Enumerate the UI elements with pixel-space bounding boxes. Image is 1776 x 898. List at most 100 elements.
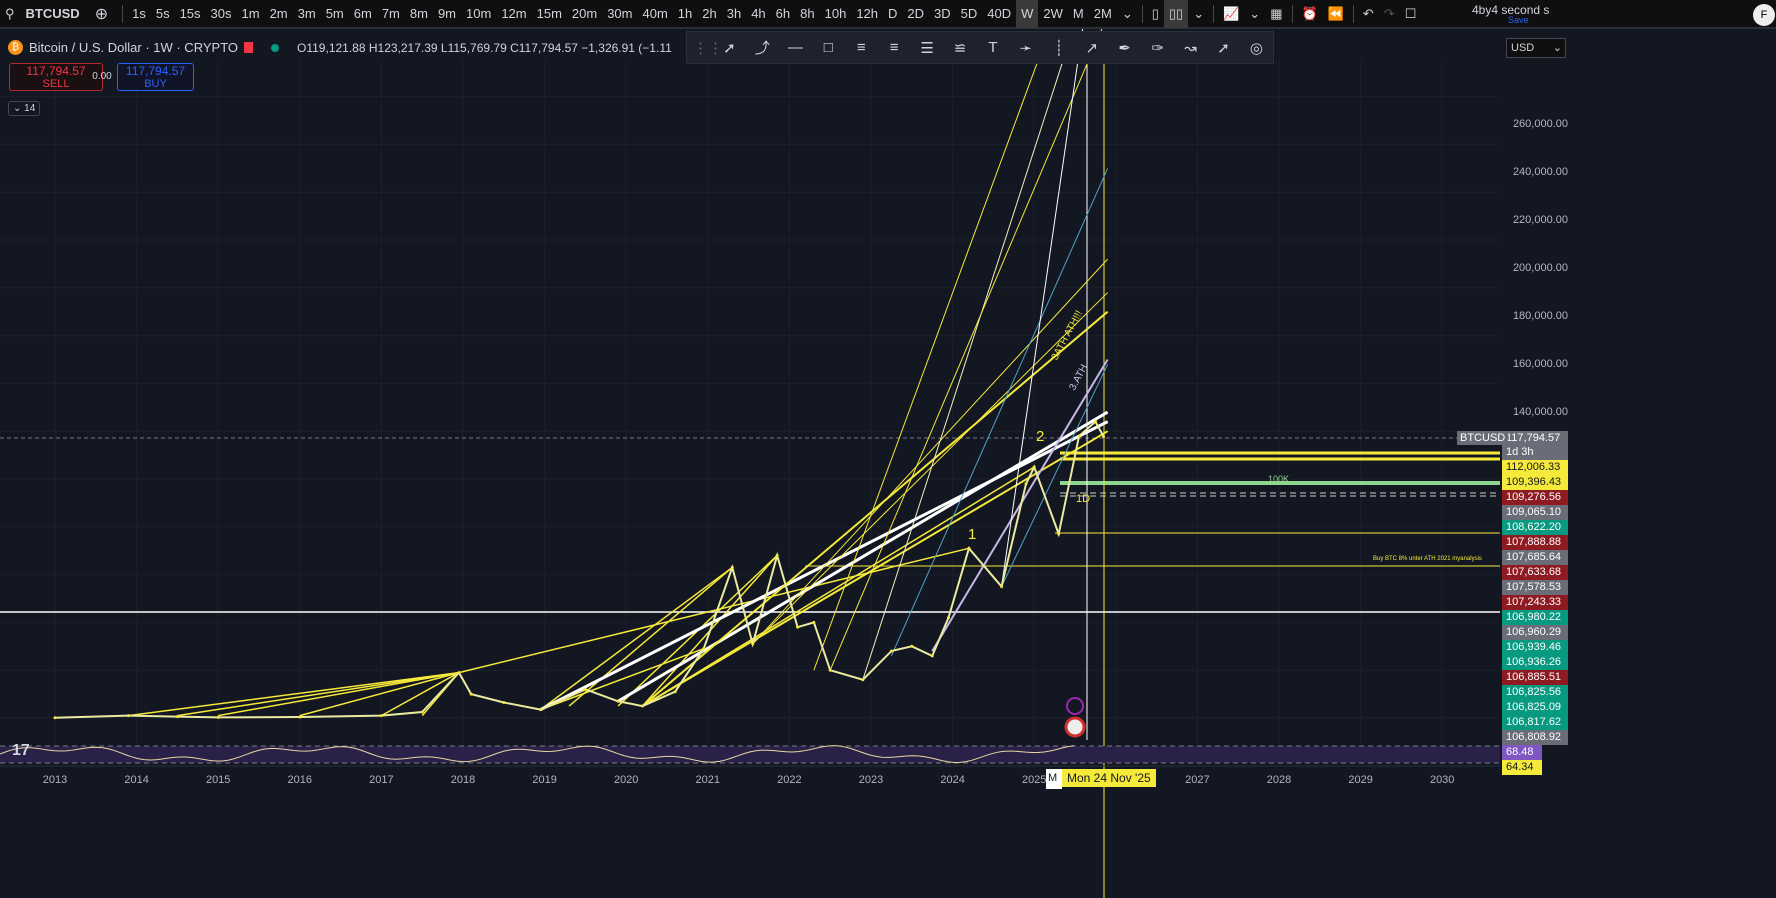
label-1d[interactable]: 1D: [1076, 493, 1091, 505]
interval-9m[interactable]: 9m: [437, 6, 457, 21]
price-tag[interactable]: 106,808.92: [1502, 730, 1568, 745]
polyline-icon[interactable]: ↝: [1184, 39, 1197, 57]
interval-2M[interactable]: 2M: [1093, 6, 1112, 21]
buy-note-label[interactable]: Buy BTC 8% unter ATH 2021 myanalysis: [1373, 556, 1482, 562]
price-tag[interactable]: 107,578.53: [1502, 580, 1568, 595]
price-chart[interactable]: [0, 0, 1500, 898]
price-tag[interactable]: 107,633.68: [1502, 565, 1568, 580]
chevron-down-icon[interactable]: ⌄: [1249, 5, 1261, 21]
interval-6m[interactable]: 6m: [353, 6, 372, 21]
settings-circle-icon[interactable]: ◎: [1249, 39, 1264, 57]
price-tag[interactable]: 107,243.33: [1502, 595, 1568, 610]
chevron-down-icon[interactable]: ⌄: [1121, 5, 1133, 21]
price-tag[interactable]: 106,825.09: [1502, 700, 1568, 715]
interval-30m[interactable]: 30m: [607, 6, 633, 21]
interval-40m[interactable]: 40m: [642, 6, 668, 21]
price-tag[interactable]: 109,396.43: [1502, 475, 1568, 490]
price-tag[interactable]: 108,622.20: [1502, 520, 1568, 535]
price-tag[interactable]: 106,825.56: [1502, 685, 1568, 700]
sell-button[interactable]: 117,794.57 SELL: [9, 63, 103, 91]
interval-40D[interactable]: 40D: [987, 6, 1012, 21]
layout-name[interactable]: 4by4 second s: [1472, 3, 1550, 17]
price-tag[interactable]: 107,685.64: [1502, 550, 1568, 565]
bar-style-icon[interactable]: ▯: [1151, 5, 1159, 21]
interval-1m[interactable]: 1m: [241, 6, 260, 21]
candle-style-icon[interactable]: ▯▯: [1163, 0, 1189, 28]
wave-label-2[interactable]: 2: [1036, 428, 1045, 445]
interval-5D[interactable]: 5D: [960, 6, 978, 21]
interval-M[interactable]: M: [1072, 6, 1084, 21]
interval-3D[interactable]: 3D: [934, 6, 951, 21]
interval-5s[interactable]: 5s: [155, 6, 170, 21]
interval-7m[interactable]: 7m: [381, 6, 400, 21]
price-axis[interactable]: 260,000.00 240,000.00 220,000.00 200,000.00…: [1457, 29, 1776, 898]
drag-handle-icon[interactable]: ⋮⋮: [693, 39, 723, 57]
price-tag[interactable]: 68.48: [1502, 745, 1542, 760]
rectangle-icon[interactable]: □: [823, 39, 833, 56]
interval-20m[interactable]: 20m: [571, 6, 598, 21]
horizontal-line-icon[interactable]: —: [787, 39, 803, 56]
avatar[interactable]: F: [1753, 4, 1775, 26]
alert-icon[interactable]: ⏰: [1301, 5, 1318, 21]
path-icon[interactable]: ➛: [1019, 39, 1033, 57]
layout-grid-icon[interactable]: ▦: [1270, 5, 1283, 21]
interval-10m[interactable]: 10m: [466, 6, 492, 21]
interval-D[interactable]: D: [888, 6, 898, 21]
interval-3m[interactable]: 3m: [297, 6, 316, 21]
interval-12m[interactable]: 12m: [501, 6, 527, 21]
regression-icon[interactable]: ≡: [889, 39, 899, 56]
interval-2D[interactable]: 2D: [907, 6, 925, 21]
symbol-title[interactable]: Bitcoin / U.S. Dollar · 1W · CRYPTO: [29, 40, 239, 55]
interval-1h[interactable]: 1h: [677, 6, 693, 21]
interval-3h[interactable]: 3h: [726, 6, 742, 21]
price-tag[interactable]: 109,065.10: [1502, 505, 1568, 520]
replay-icon[interactable]: ⏪: [1327, 5, 1344, 21]
parallel-channel-icon[interactable]: ≡: [856, 39, 866, 56]
interval-4h[interactable]: 4h: [751, 6, 766, 21]
price-range-icon[interactable]: ┊: [1054, 39, 1064, 57]
price-tag[interactable]: 106,885.51: [1502, 670, 1568, 685]
interval-8m[interactable]: 8m: [409, 6, 428, 21]
fib-fan-icon[interactable]: ≌: [953, 39, 967, 57]
save-button[interactable]: Save: [1508, 15, 1529, 25]
interval-15m[interactable]: 15m: [536, 6, 562, 21]
interval-2m[interactable]: 2m: [269, 6, 288, 21]
undo-icon[interactable]: ↶: [1362, 5, 1374, 21]
search-icon[interactable]: ⚲: [5, 5, 15, 21]
fullscreen-icon[interactable]: ☐: [1404, 5, 1417, 21]
price-tag[interactable]: 112,006.33: [1502, 460, 1568, 475]
chevron-down-icon[interactable]: ⌄: [1193, 5, 1205, 21]
price-tag[interactable]: 64.34: [1502, 760, 1542, 775]
label-100k[interactable]: 100K: [1268, 474, 1290, 484]
arrow-icon[interactable]: ↗: [1085, 39, 1099, 57]
price-tag[interactable]: 106,939.46: [1502, 640, 1568, 655]
interval-8h[interactable]: 8h: [800, 6, 815, 21]
brush-icon[interactable]: ✒: [1118, 39, 1131, 57]
tradingview-logo[interactable]: 17: [12, 742, 30, 759]
interval-1s[interactable]: 1s: [132, 6, 146, 21]
fib-retracement-icon[interactable]: ☰: [920, 39, 934, 57]
highlighter-icon[interactable]: ✑: [1151, 39, 1164, 57]
measure-icon[interactable]: ➚: [1217, 39, 1230, 57]
interval-2W[interactable]: 2W: [1043, 6, 1063, 21]
price-tag[interactable]: 106,817.62: [1502, 715, 1568, 730]
price-tag[interactable]: 109,276.56: [1502, 490, 1568, 505]
wave-label-1[interactable]: 1: [968, 526, 977, 543]
interval-30s[interactable]: 30s: [210, 6, 232, 21]
interval-15s[interactable]: 15s: [179, 6, 201, 21]
redo-icon[interactable]: ↷: [1383, 5, 1395, 21]
buy-button[interactable]: 117,794.57 BUY: [117, 63, 194, 91]
price-tag[interactable]: 106,980.22: [1502, 610, 1568, 625]
indicators-collapse-button[interactable]: ⌄ 14: [8, 101, 41, 116]
trend-line-icon[interactable]: ➚: [723, 39, 736, 57]
price-tag[interactable]: 106,960.29: [1502, 625, 1568, 640]
compare-add-icon[interactable]: ⊕: [94, 5, 109, 23]
price-tag[interactable]: 106,936.26: [1502, 655, 1568, 670]
symbol-search[interactable]: BTCUSD: [25, 6, 80, 21]
text-icon[interactable]: T: [988, 39, 998, 56]
currency-select[interactable]: USD ⌄: [1506, 38, 1566, 58]
interval-12h[interactable]: 12h: [856, 6, 879, 21]
interval-6h[interactable]: 6h: [775, 6, 791, 21]
ray-icon[interactable]: ⤴: [754, 40, 770, 57]
price-tag[interactable]: 107,888.88: [1502, 535, 1568, 550]
